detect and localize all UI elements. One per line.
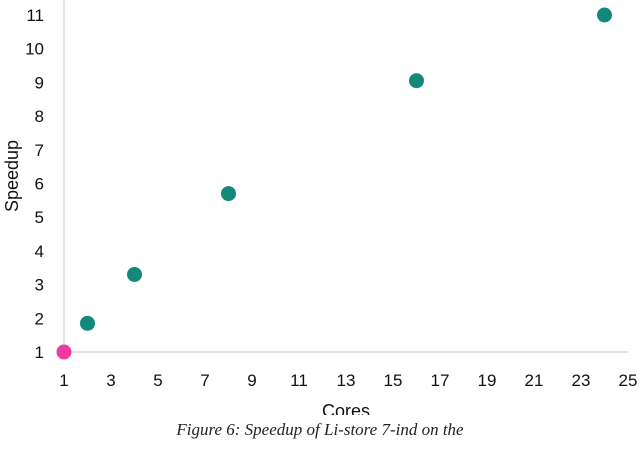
x-tick-label: 5 (153, 371, 162, 390)
y-tick-label: 1 (35, 343, 44, 362)
x-tick-label: 1 (59, 371, 68, 390)
x-tick-label: 19 (478, 371, 497, 390)
data-point (221, 186, 236, 202)
x-tick-label: 21 (525, 371, 544, 390)
y-tick-label: 7 (35, 141, 44, 160)
x-tick-label: 17 (431, 371, 450, 390)
x-tick-label: 7 (200, 371, 209, 390)
y-tick-label: 6 (35, 175, 44, 194)
x-tick-label: 9 (247, 371, 256, 390)
y-tick-labels: 1 2 3 4 5 6 7 8 9 10 11 (25, 6, 44, 362)
data-point (56, 344, 72, 360)
y-tick-label: 3 (35, 276, 44, 295)
x-tick-labels: 1 3 5 7 9 11 13 15 17 19 21 23 25 (59, 371, 637, 390)
y-tick-label: 11 (26, 6, 44, 25)
y-axis-title: Speedup (2, 140, 22, 212)
data-point (127, 266, 142, 282)
x-tick-label: 3 (106, 371, 115, 390)
y-tick-label: 2 (35, 309, 44, 328)
x-tick-label: 11 (290, 371, 308, 390)
figure-caption: Figure 6: Speedup of Li-store 7-ind on t… (176, 420, 464, 439)
x-axis-title: Cores (322, 401, 370, 415)
x-tick-label: 13 (337, 371, 356, 390)
data-point (80, 315, 95, 331)
y-tick-label: 4 (35, 242, 44, 261)
y-tick-label: 8 (35, 107, 44, 126)
x-tick-label: 25 (619, 371, 638, 390)
x-tick-label: 15 (384, 371, 403, 390)
x-tick-label: 23 (572, 371, 591, 390)
data-point (409, 73, 424, 89)
y-tick-label: 9 (35, 73, 44, 92)
data-point (597, 7, 612, 23)
data-points (56, 7, 612, 360)
y-tick-label: 10 (25, 40, 44, 59)
y-tick-label: 5 (35, 208, 44, 227)
